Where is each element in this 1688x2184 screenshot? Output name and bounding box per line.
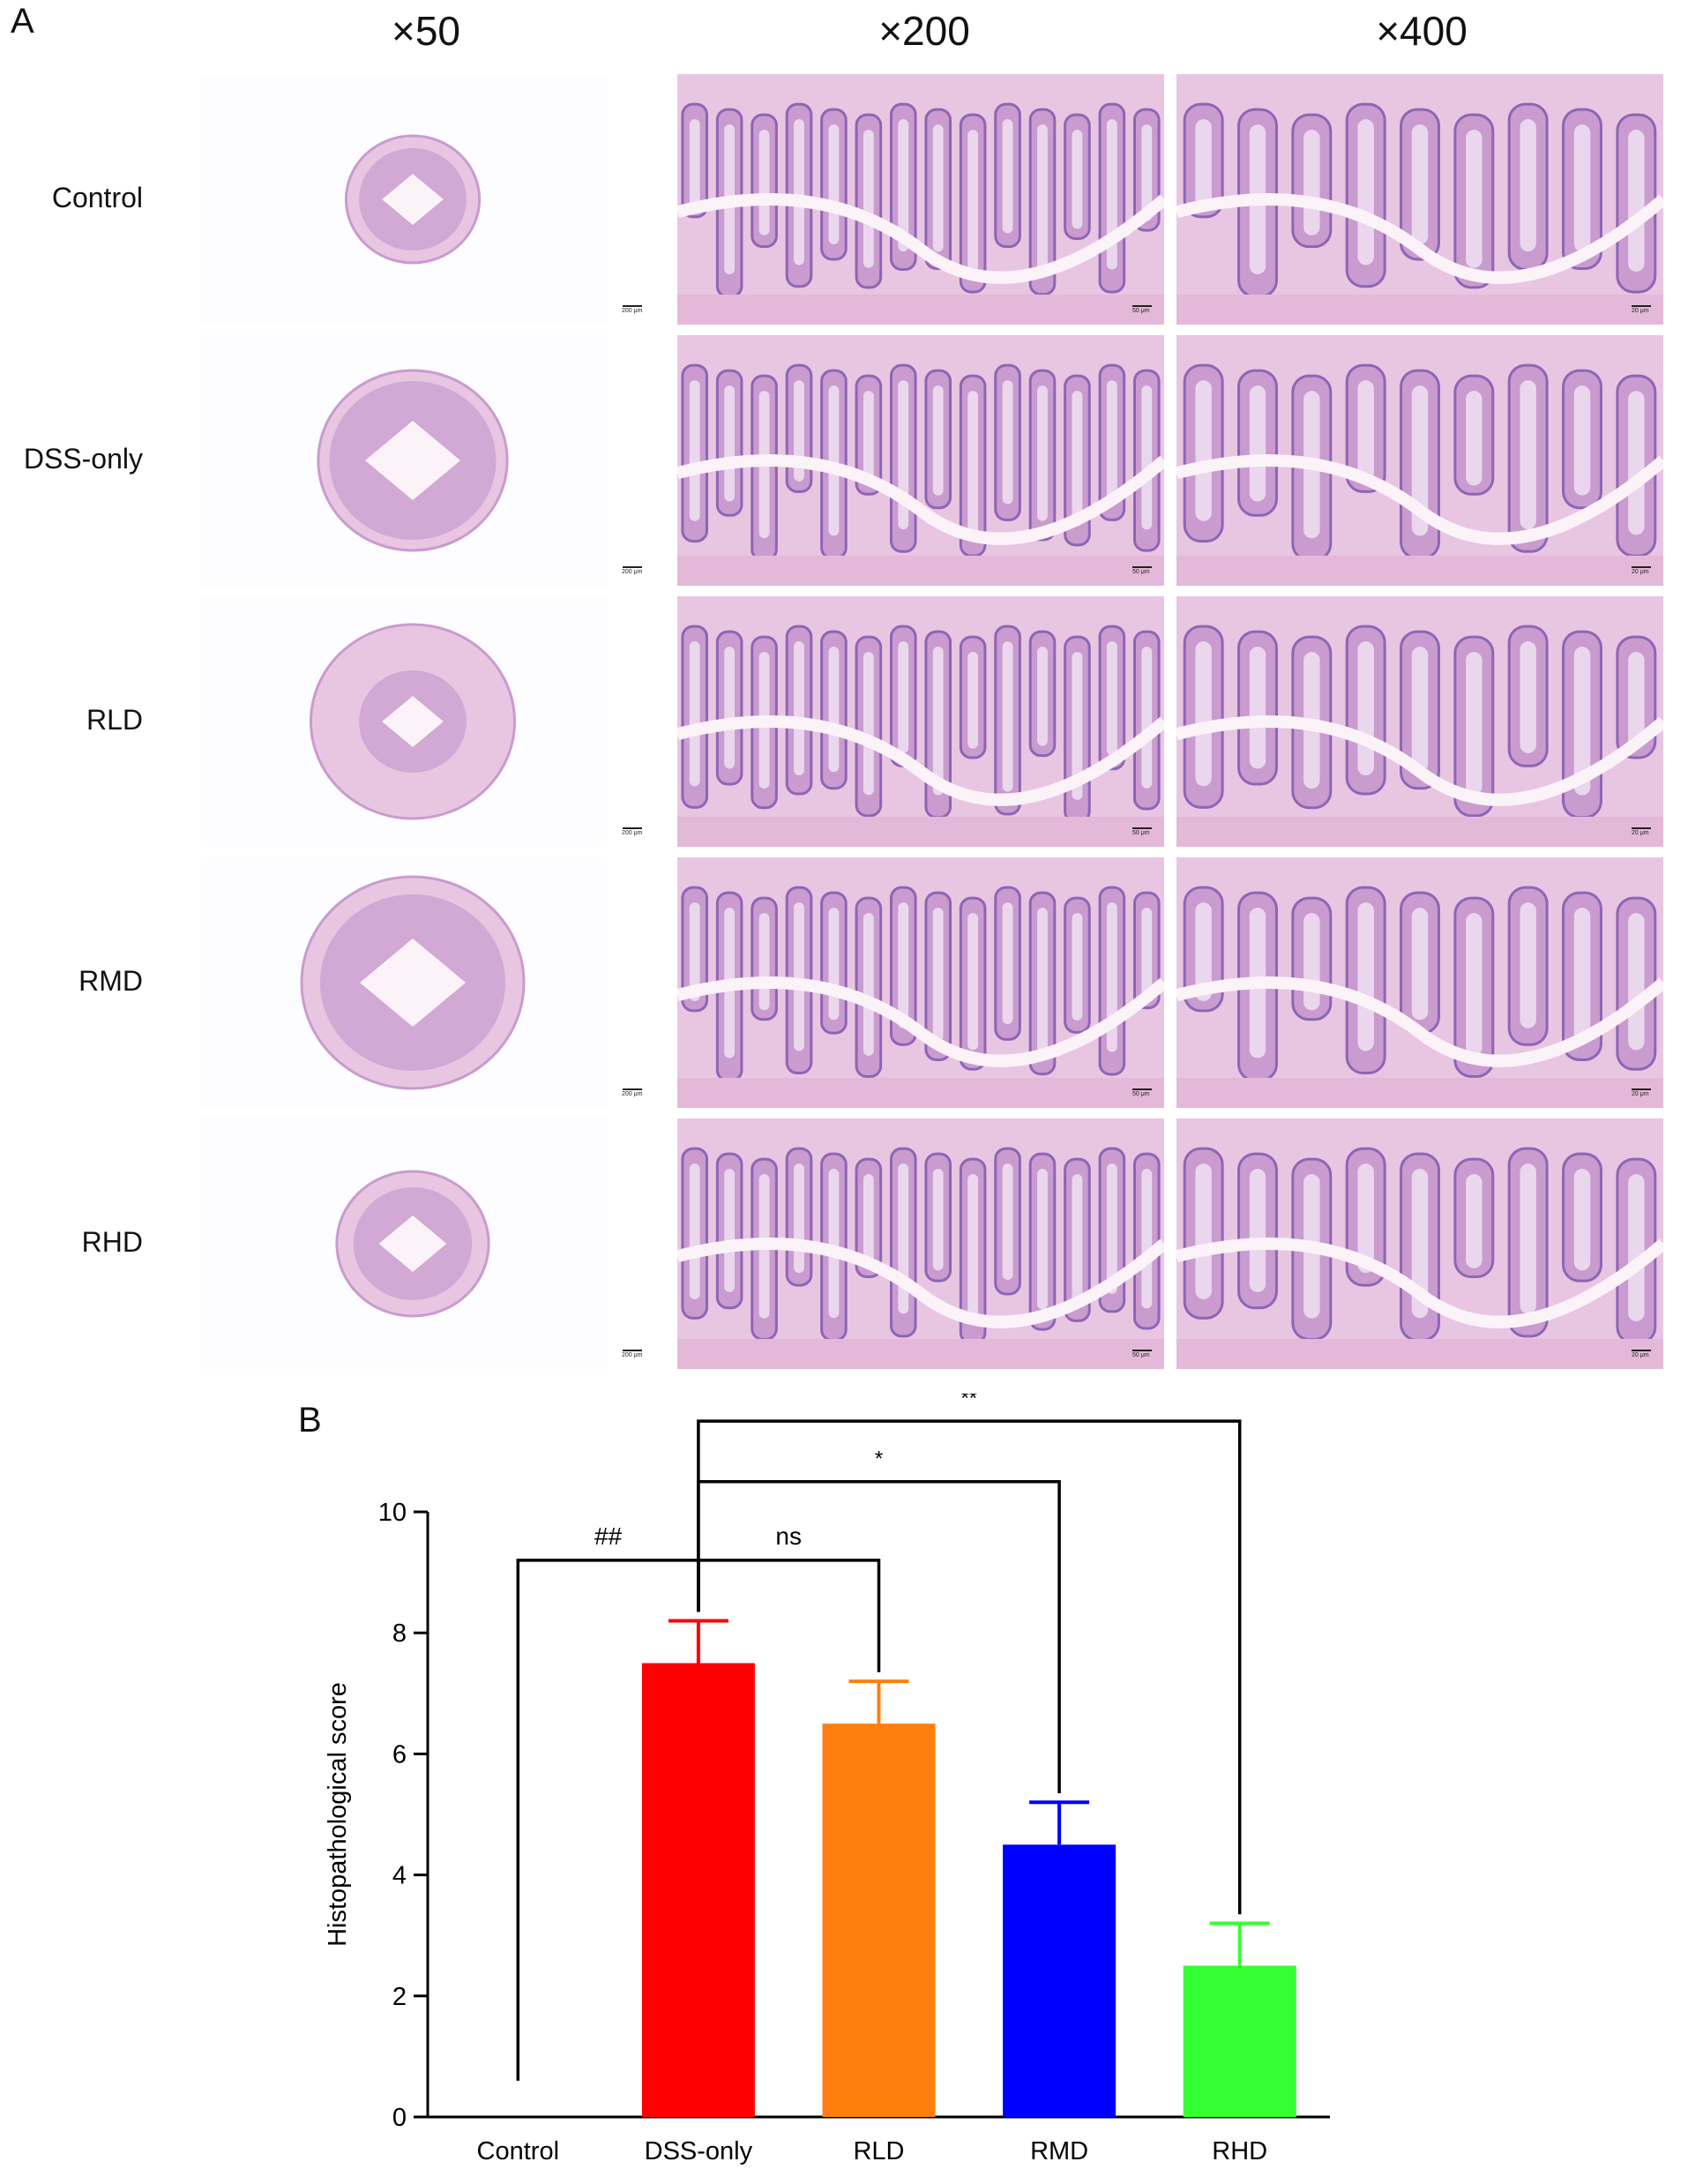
y-tick-label: 4 <box>392 1862 407 1890</box>
x-tick-label: RMD <box>1030 2137 1088 2165</box>
significance-label: ## <box>594 1522 623 1550</box>
panel-b-letter: B <box>298 1401 322 1440</box>
bar-dss-only <box>641 1663 755 2117</box>
magnification-x200-header: ×200 <box>878 8 970 54</box>
y-tick-label: 10 <box>378 1499 407 1527</box>
scale-bar-label: 200 μm <box>622 1350 643 1358</box>
x-tick-label: RLD <box>853 2137 904 2165</box>
scale-bar-label: 200 μm <box>622 1088 643 1097</box>
scale-bar-label: 20 μm <box>1632 1088 1651 1097</box>
y-tick-label: 8 <box>392 1619 407 1648</box>
histology-image-control-x400 <box>1176 74 1663 325</box>
histology-image-rmd-x400 <box>1176 857 1663 1108</box>
row-label-dss-only: DSS-only <box>23 443 143 475</box>
histology-image-rhd-x50 <box>201 1118 607 1369</box>
y-tick-label: 6 <box>392 1740 407 1769</box>
scale-bar-label: 50 μm <box>1132 305 1152 314</box>
y-tick-label: 2 <box>392 1983 407 2011</box>
scale-bar-label: 50 μm <box>1132 1088 1152 1097</box>
y-axis-label: Histopathological score <box>324 1682 352 1947</box>
scale-bar-label: 200 μm <box>622 566 643 575</box>
row-label-rhd: RHD <box>81 1226 143 1258</box>
bar-rld <box>822 1724 936 2117</box>
scale-bar-label: 20 μm <box>1632 1350 1651 1358</box>
histology-image-control-x50 <box>201 74 607 325</box>
scale-bar-label: 20 μm <box>1632 566 1651 575</box>
histology-image-rld-x400 <box>1176 596 1663 847</box>
scale-bar-label: 200 μm <box>622 827 643 836</box>
significance-bracket <box>697 1419 1242 1915</box>
histology-image-rmd-x200 <box>677 857 1164 1108</box>
y-tick-label: 0 <box>392 2104 407 2132</box>
panel-a-letter: A <box>11 2 34 41</box>
histology-image-rhd-x400 <box>1176 1118 1663 1369</box>
histopathological-score-bar-chart: 0 2 4 6 8 10 Histopathological score Control DSS… <box>324 1394 1330 2165</box>
magnification-x50-header: ×50 <box>391 8 461 54</box>
row-label-control: Control <box>51 182 143 213</box>
scale-bar-label: 20 μm <box>1632 827 1651 836</box>
scale-bar-label: 20 μm <box>1632 305 1651 314</box>
histology-image-dss-only-x400 <box>1176 335 1663 586</box>
scale-bar-label: 200 μm <box>622 305 643 314</box>
histology-image-dss-only-x200 <box>677 335 1164 586</box>
histology-image-rld-x200 <box>677 596 1164 847</box>
magnification-x400-header: ×400 <box>1376 8 1468 54</box>
histology-image-rhd-x200 <box>677 1118 1164 1369</box>
histology-image-control-x200 <box>677 74 1164 325</box>
significance-label: ns <box>775 1522 802 1550</box>
significance-label: ** <box>960 1394 977 1410</box>
row-label-rld: RLD <box>86 704 143 736</box>
histology-image-dss-only-x50 <box>201 335 607 586</box>
histology-image-rld-x50 <box>201 596 607 847</box>
scale-bar-label: 50 μm <box>1132 827 1152 836</box>
significance-bracket <box>697 1559 881 1672</box>
bar-rmd <box>1003 1844 1117 2117</box>
significance-label: * <box>875 1447 883 1471</box>
scale-bar-label: 50 μm <box>1132 566 1152 575</box>
row-label-rmd: RMD <box>78 965 143 997</box>
x-tick-label: DSS-only <box>645 2137 753 2165</box>
x-tick-label: RHD <box>1212 2137 1267 2165</box>
bar-rhd <box>1183 1965 1296 2117</box>
scale-bar-label: 50 μm <box>1132 1350 1152 1358</box>
x-tick-label: Control <box>477 2137 560 2165</box>
histology-image-rmd-x50 <box>201 857 607 1108</box>
